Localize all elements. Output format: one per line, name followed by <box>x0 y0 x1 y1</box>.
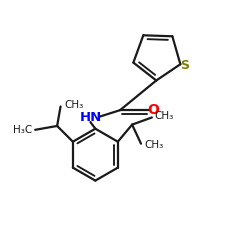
Text: S: S <box>180 59 189 72</box>
Text: CH₃: CH₃ <box>144 140 163 150</box>
Text: HN: HN <box>79 111 102 124</box>
Text: CH₃: CH₃ <box>155 112 174 122</box>
Text: H₃C: H₃C <box>14 125 33 135</box>
Text: CH₃: CH₃ <box>64 100 84 110</box>
Text: O: O <box>147 103 159 117</box>
